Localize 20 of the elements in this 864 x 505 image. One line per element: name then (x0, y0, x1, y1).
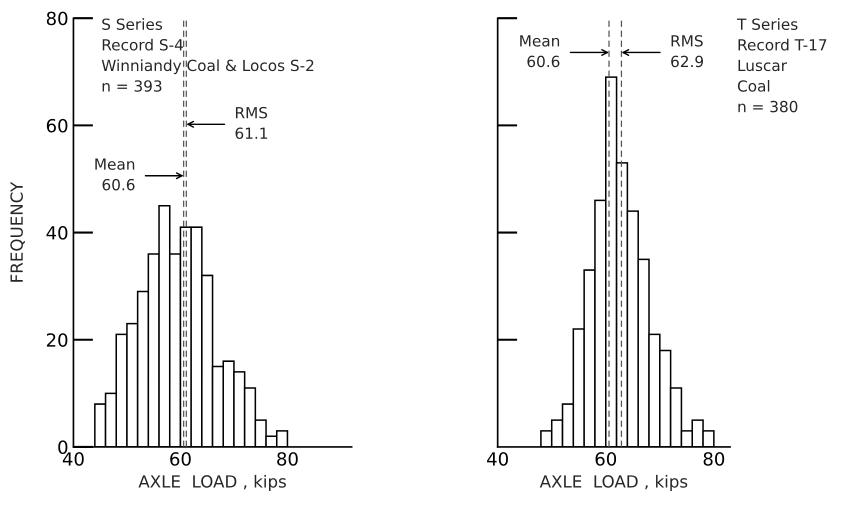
x-tick-label: 80 (277, 452, 298, 466)
ref-line-label: Mean 60.6 (95, 158, 135, 190)
text: T Series Record T-17 Luscar Coal n = 380 (737, 18, 826, 112)
y-axis-title: FREQUENCY (10, 182, 25, 282)
annotation: S Series Record S-4 Winniandy Coal & Locos S-2 n = 393 (102, 18, 314, 92)
ref-line-label: RMS 61.1 (236, 106, 268, 140)
y-tick-label: 80 (46, 12, 68, 26)
x-tick-label: 80 (704, 452, 724, 466)
ref-line-label: Mean 60.6 (520, 35, 560, 68)
x-axis-title: AXLE LOAD , kips (138, 474, 286, 491)
y-tick-label: 0 (58, 440, 68, 454)
y-tick-label: 60 (46, 118, 68, 132)
y-tick-label: 40 (46, 226, 68, 240)
x-tick-label: 40 (62, 452, 84, 466)
x-tick-label: 60 (170, 452, 191, 466)
x-tick-label: 40 (487, 452, 508, 466)
x-axis-title: AXLE LOAD , kips (540, 474, 688, 491)
y-tick-label: 20 (46, 333, 68, 347)
ref-line-label: RMS 62.9 (671, 35, 704, 68)
x-tick-label: 60 (596, 452, 616, 466)
